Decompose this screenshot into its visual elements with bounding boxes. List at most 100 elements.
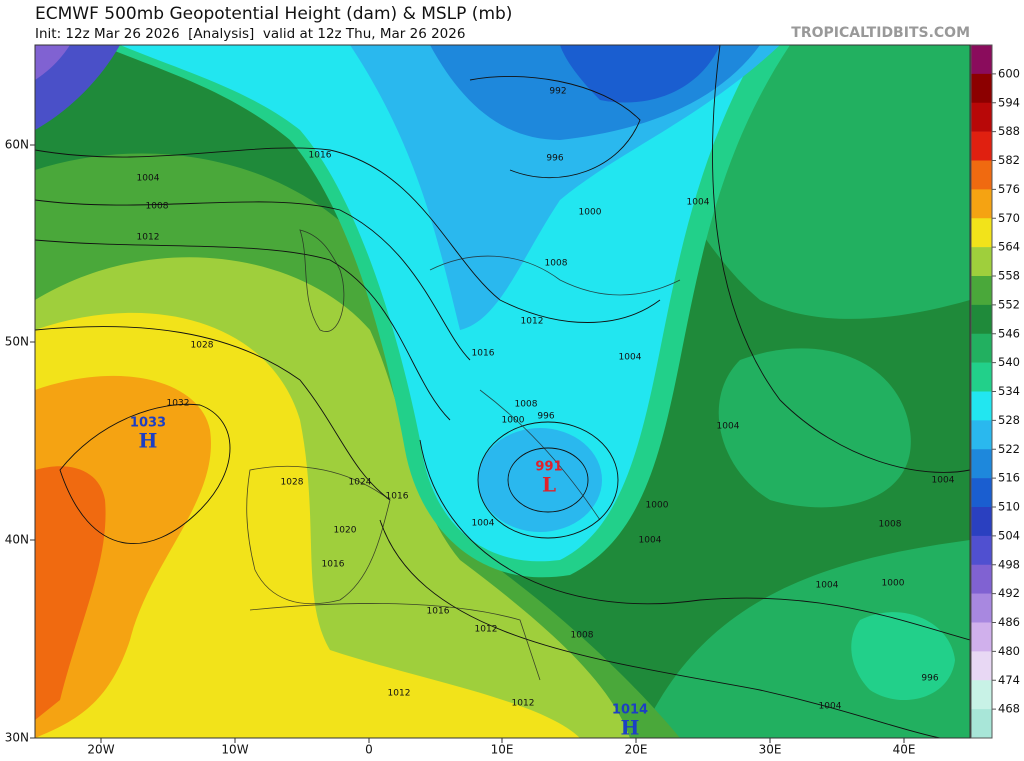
colorbar-label: 486: [998, 615, 1020, 629]
colorbar-label: 552: [998, 297, 1020, 311]
title: ECMWF 500mb Geopotential Height (dam) & …: [35, 4, 512, 24]
colorbar-cell: [971, 131, 992, 161]
isobar-label: 1012: [475, 625, 498, 635]
colorbar-cell: [971, 478, 992, 508]
pressure-value: 1033: [130, 416, 166, 431]
isobar-label: 1004: [819, 702, 842, 712]
colorbar-label: 498: [998, 557, 1020, 571]
isobar-label: 1000: [646, 501, 669, 511]
isobar-label: 1008: [146, 202, 169, 212]
isobar-label: 1004: [932, 476, 955, 486]
colorbar-cell: [971, 362, 992, 392]
colorbar-cell: [971, 564, 992, 594]
colorbar-cell: [971, 102, 992, 132]
colorbar-label: 510: [998, 500, 1020, 514]
lon-label: 0: [365, 743, 373, 757]
isobar-label: 996: [921, 674, 938, 684]
height-field: [35, 45, 970, 738]
colorbar-cell: [971, 73, 992, 104]
colorbar-label: 522: [998, 442, 1020, 456]
pressure-symbol: L: [542, 473, 556, 497]
isobar-label: 1016: [472, 349, 495, 359]
colorbar-label: 594: [998, 95, 1020, 109]
isobar-label: 1008: [515, 400, 538, 410]
isobar-label: 996: [537, 412, 554, 422]
colorbar-label: 564: [998, 240, 1020, 254]
lon-label: 40E: [893, 743, 916, 757]
colorbar-label: 546: [998, 326, 1020, 340]
lon-label: 10E: [491, 743, 514, 757]
lat-label: 40N: [5, 533, 29, 547]
colorbar-label: 588: [998, 124, 1020, 138]
isobar-label: 1008: [879, 520, 902, 530]
isobar-label: 1012: [512, 699, 535, 709]
lon-label: 30E: [759, 743, 782, 757]
colorbar-cell: [971, 276, 992, 306]
isobar-label: 1016: [427, 607, 450, 617]
pressure-symbol: H: [139, 429, 158, 453]
isobar-label: 1024: [349, 478, 372, 488]
colorbar-label: 600: [998, 66, 1020, 80]
colorbar-cell: [971, 449, 992, 479]
lat-label: 60N: [5, 138, 29, 152]
lon-label: 10W: [221, 743, 248, 757]
isobar-label: 1004: [816, 581, 839, 591]
isobar-label: 1004: [639, 536, 662, 546]
colorbar-cell: [971, 709, 992, 739]
colorbar-label: 558: [998, 269, 1020, 283]
colorbar-cell: [971, 333, 992, 363]
isobar-label: 1016: [386, 492, 409, 502]
isobar-label: 1000: [579, 208, 602, 218]
isobar-label: 1008: [571, 631, 594, 641]
pressure-value: 1014: [612, 703, 648, 718]
colorbar-label: 540: [998, 355, 1020, 369]
colorbar-label: 582: [998, 153, 1020, 167]
isobar-label: 1004: [717, 422, 740, 432]
colorbar-cell: [971, 507, 992, 537]
colorbar-cell: [971, 593, 992, 623]
isobar-label: 1016: [322, 560, 345, 570]
colorbar-cell: [971, 247, 992, 277]
colorbar-cell: [971, 680, 992, 710]
colorbar: 600 594 588 582 576 570 564 558 552 546 540 534 528 5…: [970, 44, 1020, 739]
lat-label: 50N: [5, 335, 29, 349]
isobar-label: 1012: [521, 317, 544, 327]
isobar-label: 1004: [619, 353, 642, 363]
colorbar-cell: [971, 622, 992, 652]
isobar-label: 1016: [309, 151, 332, 161]
lon-label: 20W: [87, 743, 114, 757]
isobar-label: 1012: [388, 689, 411, 699]
isobar-label: 1008: [545, 259, 568, 269]
colorbar-cell: [971, 218, 992, 248]
isobar-label: 1000: [502, 416, 525, 426]
colorbar-label: 480: [998, 644, 1020, 658]
pressure-value: 991: [535, 460, 562, 475]
isobar-label: 992: [549, 87, 566, 97]
colorbar-label: 504: [998, 528, 1020, 542]
colorbar-label: 528: [998, 413, 1020, 427]
isobar-label: 1004: [137, 174, 160, 184]
colorbar-label: 570: [998, 211, 1020, 225]
colorbar-cell: [971, 304, 992, 335]
isobar-label: 1000: [882, 579, 905, 589]
colorbar-label: 534: [998, 384, 1020, 398]
colorbar-label: 492: [998, 586, 1020, 600]
isobar-label: 1012: [137, 233, 160, 243]
colorbar-label: 516: [998, 471, 1020, 485]
colorbar-cell: [971, 651, 992, 681]
colorbar-cell: [971, 45, 992, 75]
isobar-label: 996: [546, 154, 563, 164]
isobar-label: 1004: [472, 519, 495, 529]
isobar-label: 1020: [334, 526, 357, 536]
colorbar-cell: [971, 535, 992, 566]
lon-label: 20E: [625, 743, 648, 757]
isobar-label: 1004: [687, 198, 710, 208]
colorbar-cell: [971, 420, 992, 450]
lat-label: 30N: [5, 731, 29, 745]
credit: TROPICALTIDBITS.COM: [791, 25, 970, 41]
isobar-label: 1032: [167, 399, 190, 409]
subtitle: Init: 12z Mar 26 2026 [Analysis] valid a…: [35, 26, 465, 42]
colorbar-label: 576: [998, 182, 1020, 196]
colorbar-label: 468: [998, 702, 1020, 716]
